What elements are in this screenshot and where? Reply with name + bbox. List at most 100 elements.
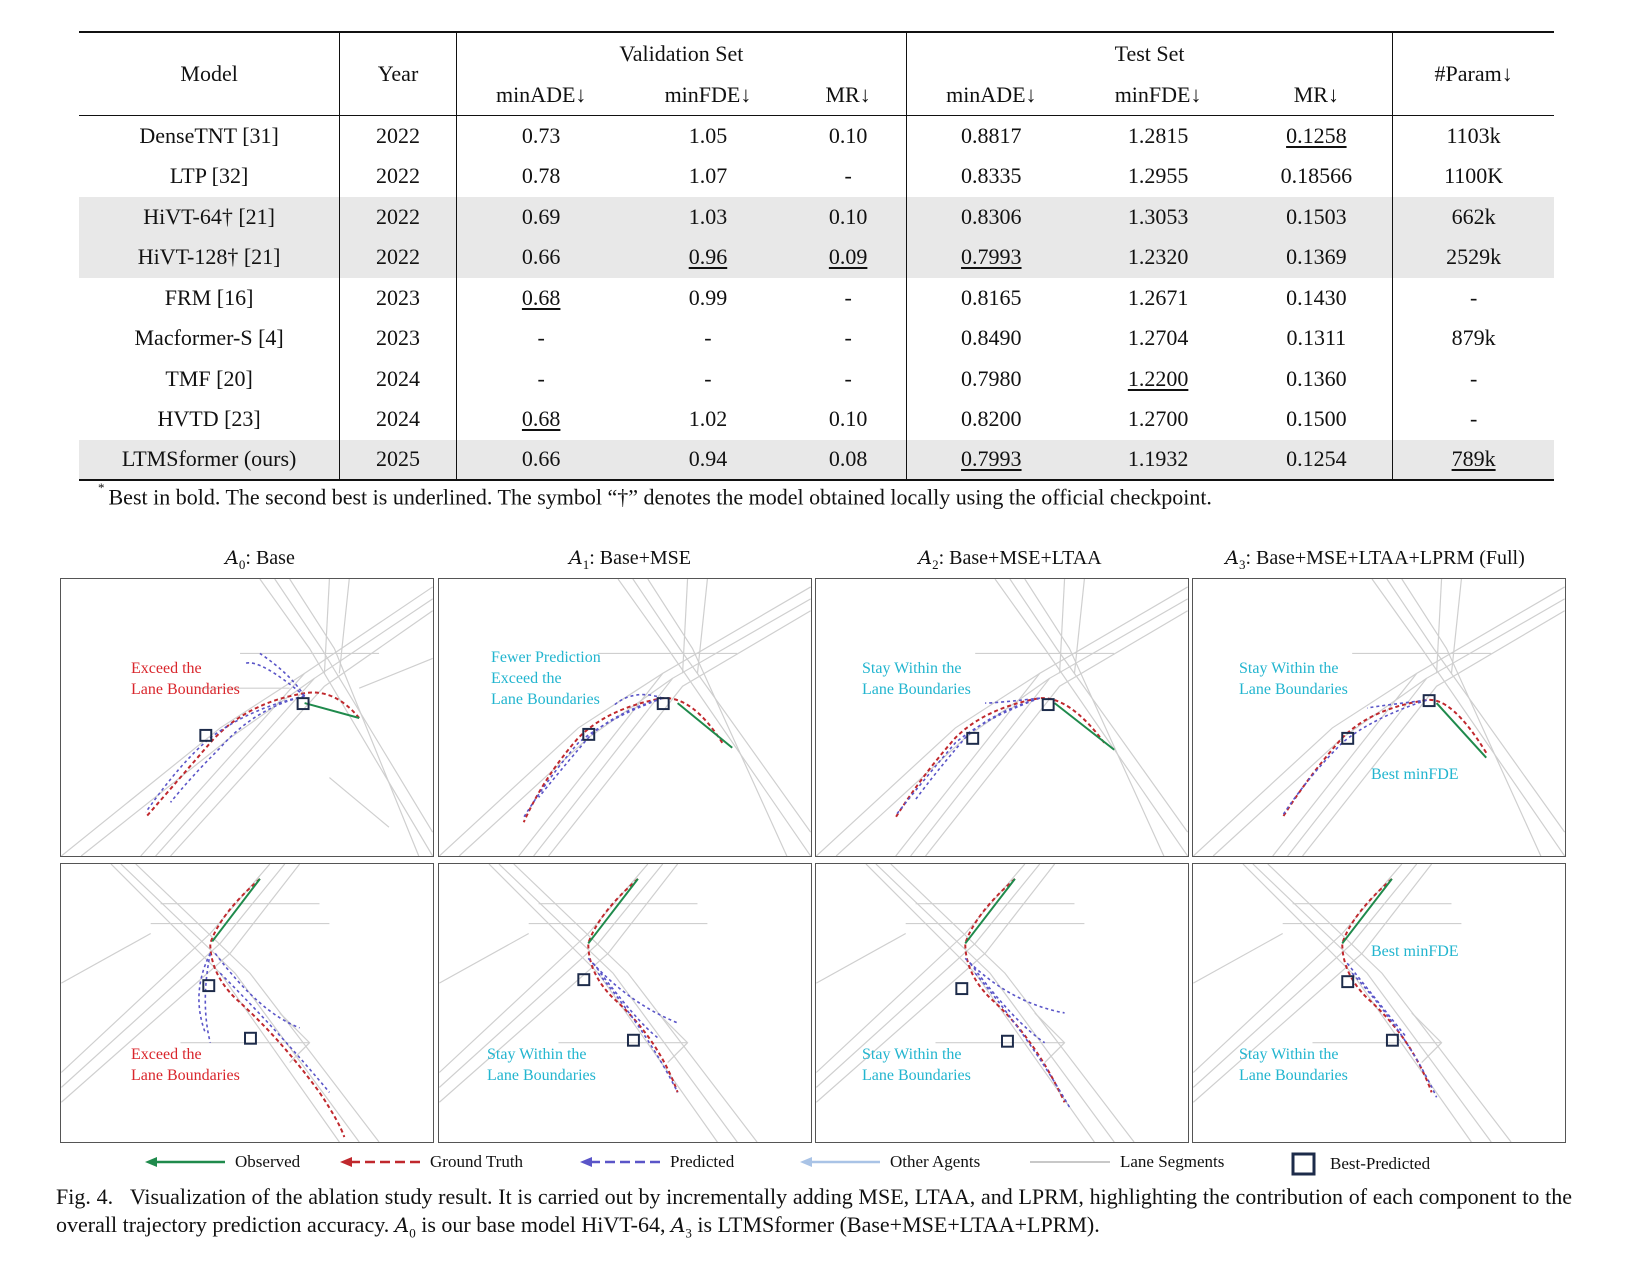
panel-a1-scene2: Stay Within the Lane Boundaries: [438, 863, 812, 1143]
cell-v-mr: 0.10: [790, 196, 907, 237]
legend-ground-truth: Ground Truth: [340, 1152, 523, 1172]
cell-v-minade: 0.73: [455, 115, 626, 156]
legend-label: Predicted: [670, 1152, 735, 1171]
cell-param: 1100K: [1392, 156, 1554, 197]
table-footnote: * Best in bold. The second best is underl…: [98, 480, 1212, 510]
cell-param: 2529k: [1392, 237, 1554, 278]
annotation-line: Stay Within the: [862, 660, 962, 677]
math-sub: 3: [1238, 557, 1246, 572]
annotation-line: Lane Boundaries: [1239, 681, 1348, 698]
table-row: HVTD [23] 2024 0.68 1.02 0.10 0.8200 1.2…: [79, 399, 1554, 440]
cell-v-minfde: 1.07: [688, 163, 728, 189]
trajectory-plot: [439, 864, 758, 1142]
cell-t-minade: 0.8306: [905, 196, 1076, 237]
panel-a0-scene1: Exceed the Lane Boundaries: [60, 578, 434, 857]
legend-label: Best-Predicted: [1330, 1154, 1431, 1173]
lane-segment-line-icon: [1030, 1161, 1110, 1163]
legend-label: Other Agents: [890, 1152, 981, 1171]
cell-param: 879k: [1392, 318, 1554, 359]
cell-param: 662k: [1392, 196, 1554, 237]
annotation-line: Lane Boundaries: [862, 681, 971, 698]
cell-value: 0.7993: [961, 446, 1022, 472]
math-sub: 1: [582, 557, 590, 572]
panel-a2-scene2: Stay Within the Lane Boundaries: [815, 863, 1189, 1143]
trajectory-plot: [816, 864, 1135, 1142]
caption-label: Fig. 4.: [56, 1184, 114, 1209]
cell-year: 2024: [339, 399, 457, 440]
annotation-line: Lane Boundaries: [1239, 1067, 1348, 1084]
cell-t-minfde: 1.2700: [1127, 406, 1189, 432]
column-title-text: : Base: [245, 547, 295, 569]
cell-year: 2023: [339, 318, 457, 359]
annotation: Exceed the Lane Boundaries: [131, 1044, 240, 1086]
table-row: Macformer-S [4] 2023 - - - 0.8490 1.2704…: [79, 318, 1554, 359]
header-val-mr: MR↓: [825, 82, 871, 107]
cell-t-minade: 0.8200: [905, 399, 1076, 440]
annotation-line: Lane Boundaries: [131, 681, 240, 698]
cell-t-minfde: 1.3053: [1075, 196, 1241, 237]
header-test-set: Test Set: [905, 32, 1393, 75]
cell-v-minade: 0.68: [455, 277, 626, 318]
cell-v-minfde: 0.96: [625, 237, 791, 278]
cell-value: 0.96: [688, 244, 728, 270]
math-var: A: [918, 547, 933, 569]
panel-a3-scene2: Best minFDE Stay Within the Lane Boundar…: [1192, 863, 1566, 1143]
cell-t-minfde: 1.2200: [1076, 359, 1241, 400]
annotation: Exceed the Lane Boundaries: [131, 658, 240, 700]
trajectory-plot: [1193, 579, 1565, 856]
column-title-a3: A3: Base+MSE+LTAA+LPRM (Full): [1190, 547, 1560, 573]
column-title-a0: A0: Base: [140, 547, 380, 573]
legend-label: Lane Segments: [1120, 1152, 1225, 1171]
annotation: Best minFDE: [1371, 764, 1459, 785]
header-val-minade: minADE↓: [455, 75, 626, 116]
table-row: LTMSformer (ours) 2025 0.66 0.94 0.08 0.…: [79, 439, 1554, 481]
cell-t-mr: 0.1430: [1286, 284, 1347, 310]
ground-truth-line-icon: [340, 1157, 420, 1167]
math-var: A: [670, 1213, 686, 1237]
header-test-minade: minADE↓: [905, 75, 1076, 116]
annotation-line: Lane Boundaries: [487, 1067, 596, 1084]
annotation-line: Lane Boundaries: [862, 1067, 971, 1084]
annotation-line: Lane Boundaries: [131, 1067, 240, 1084]
cell-v-minade: 0.66: [455, 439, 626, 481]
header-val-minfde: minFDE↓: [664, 82, 752, 107]
caption-text: Visualization of the ablation study resu…: [56, 1184, 1572, 1237]
cell-t-minade: 0.7993: [905, 439, 1076, 481]
cell-v-minade: 0.78: [455, 156, 626, 197]
cell-v-minade: 0.66: [455, 237, 626, 278]
cell-year: 2025: [339, 439, 457, 481]
cell-param: 1103k: [1392, 115, 1554, 156]
cell-year: 2022: [339, 237, 457, 278]
cell-v-minade: -: [455, 318, 626, 359]
annotation: Stay Within the Lane Boundaries: [862, 1044, 971, 1086]
cell-value: 0.68: [521, 284, 561, 310]
legend-other-agents: Other Agents: [800, 1152, 980, 1172]
cell-v-mr: 0.10: [790, 115, 907, 156]
cell-v-minade: 0.69: [455, 196, 626, 237]
cell-model: HiVT-64† [21]: [79, 196, 340, 237]
annotation: Stay Within the Lane Boundaries: [862, 658, 971, 700]
cell-v-minade: -: [455, 358, 626, 399]
legend-predicted: Predicted: [580, 1152, 734, 1172]
cell-model: HiVT-128† [21]: [79, 237, 340, 278]
legend-best-predicted: Best-Predicted: [1290, 1152, 1430, 1176]
panel-a1-scene1: Fewer Prediction Exceed the Lane Boundar…: [438, 578, 812, 857]
math-var: A: [225, 547, 239, 569]
cell-value: 0.1258: [1286, 123, 1347, 148]
cell-value: 0.7993: [961, 244, 1022, 270]
legend-label: Observed: [235, 1152, 301, 1171]
annotation: Stay Within the Lane Boundaries: [1239, 1044, 1348, 1086]
cell-v-minfde: 1.03: [625, 196, 791, 237]
annotation-line: Stay Within the: [1239, 1046, 1339, 1063]
math-var: A: [568, 547, 583, 569]
annotation-line: Stay Within the: [487, 1046, 587, 1063]
cell-model: Macformer-S [4]: [134, 325, 284, 351]
header-param: #Param↓: [1392, 32, 1554, 116]
column-title-a1: A1: Base+MSE: [500, 547, 760, 573]
cell-value: 789k: [1451, 446, 1496, 472]
cell-year: 2022: [339, 196, 457, 237]
cell-year: 2022: [339, 156, 457, 197]
panel-a0-scene2: Exceed the Lane Boundaries: [60, 863, 434, 1143]
cell-t-minfde: 1.2671: [1127, 284, 1189, 310]
cell-param: -: [1392, 277, 1554, 318]
